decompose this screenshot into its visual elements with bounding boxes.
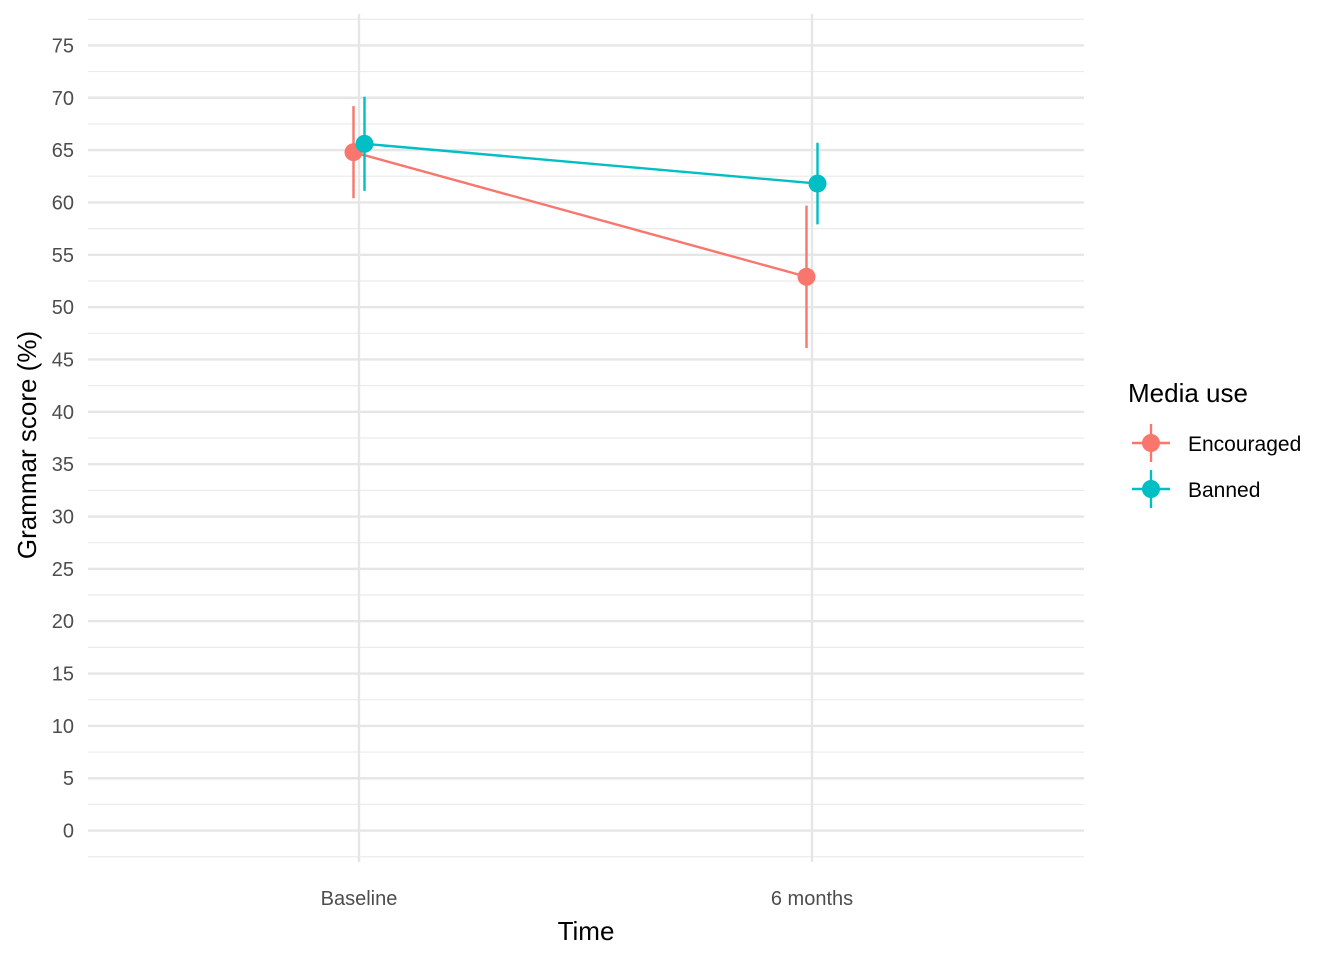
data-point [808, 174, 827, 193]
series-layer [344, 96, 827, 348]
y-tick-label: 10 [52, 716, 74, 738]
y-tick-label: 30 [52, 507, 74, 529]
y-tick-label: 55 [52, 245, 74, 267]
x-axis-tick-labels: Baseline 6 months [321, 888, 853, 910]
minor-gridlines [88, 18, 1084, 858]
y-tick-label: 20 [52, 611, 74, 633]
legend: Media use Encouraged Banned [1128, 378, 1301, 508]
legend-key-point [1142, 480, 1160, 498]
y-tick-label: 75 [52, 35, 74, 57]
legend-title: Media use [1128, 378, 1248, 408]
y-axis-title: Grammar score (%) [12, 331, 42, 559]
x-tick-label: Baseline [321, 888, 398, 910]
series-line [353, 151, 807, 278]
y-tick-label: 50 [52, 297, 74, 319]
legend-label: Encouraged [1188, 433, 1301, 456]
y-tick-label: 40 [52, 402, 74, 424]
y-tick-label: 60 [52, 192, 74, 214]
major-gridlines [88, 14, 1084, 862]
series-line [364, 142, 818, 185]
x-tick-label: 6 months [771, 888, 853, 910]
y-tick-label: 15 [52, 664, 74, 686]
legend-item-banned: Banned [1132, 470, 1260, 508]
series-banned [355, 96, 827, 225]
x-axis-title: Time [558, 916, 615, 946]
y-axis-tick-labels: 0 5 10 15 20 25 30 35 40 45 50 55 60 65 70 75 [52, 35, 74, 842]
series-encouraged [344, 106, 816, 348]
y-tick-label: 0 [63, 821, 74, 843]
y-tick-label: 65 [52, 140, 74, 162]
data-point [355, 134, 374, 153]
y-tick-label: 25 [52, 559, 74, 581]
y-tick-label: 70 [52, 88, 74, 110]
y-tick-label: 35 [52, 454, 74, 476]
y-tick-label: 45 [52, 349, 74, 371]
legend-key-point [1142, 434, 1160, 452]
y-tick-label: 5 [63, 768, 74, 790]
legend-items: Encouraged Banned [1132, 424, 1301, 508]
legend-label: Banned [1188, 479, 1260, 502]
data-point [797, 267, 816, 286]
legend-item-encouraged: Encouraged [1132, 424, 1301, 462]
